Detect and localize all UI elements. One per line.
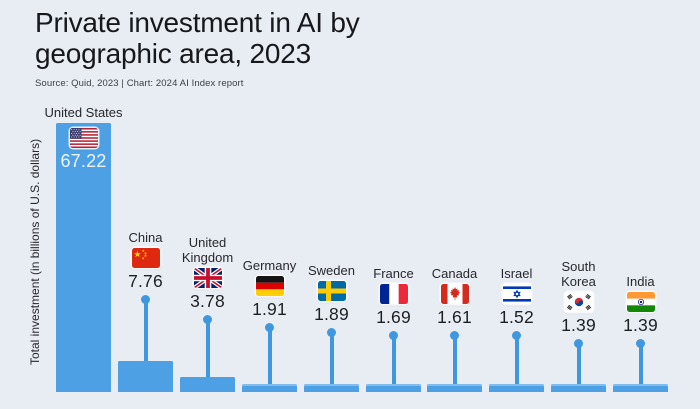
stem-canada: [450, 331, 459, 386]
column-annotation: China ★ ★ ★ ★ ★ 7.76: [102, 229, 190, 292]
canada-flag-icon: [440, 284, 469, 304]
column-annotation: United States: [34, 104, 134, 120]
value-canada: 1.61: [437, 307, 472, 327]
column-annotation: France 1.69: [350, 265, 438, 328]
china-flag-icon: ★ ★ ★ ★ ★: [131, 248, 160, 268]
chart-title-line2: geographic area, 2023: [35, 38, 312, 69]
us-flag-icon: [69, 128, 98, 148]
column-annotation: United Kingdom 3.78: [164, 236, 252, 312]
svg-text:★: ★: [141, 256, 144, 260]
svg-text:★: ★: [133, 250, 141, 260]
column-annotation: Canada 1.61: [411, 265, 499, 328]
stem-dot: [636, 339, 645, 348]
value-china: 7.76: [128, 271, 163, 291]
column-annotation: Israel 1.52: [473, 265, 561, 328]
label-france: France: [373, 265, 414, 281]
svg-text:★: ★: [143, 254, 146, 258]
stem-dot: [574, 339, 583, 348]
bar-sweden: [304, 384, 359, 392]
label-sweden: Sweden: [308, 262, 355, 278]
stem-dot: [450, 331, 459, 340]
label-china: China: [128, 229, 163, 245]
column-annotation: Sweden 1.89: [288, 262, 376, 325]
value-sweden: 1.89: [314, 304, 349, 324]
chart-header: Private investment in AI by geographic a…: [35, 7, 360, 89]
column-annotation: Germany 1.91: [226, 257, 314, 320]
bar-china: [118, 361, 173, 392]
label-uk: United Kingdom: [181, 235, 234, 265]
stem-dot: [141, 295, 150, 304]
label-germany: Germany: [242, 257, 297, 273]
chart-title: Private investment in AI by geographic a…: [35, 7, 360, 69]
germany-flag-icon: [255, 276, 284, 296]
chart-title-line1: Private investment in AI by: [35, 7, 360, 38]
sweden-flag-icon: [317, 281, 346, 301]
stem-dot: [512, 331, 521, 340]
stem-dot: [327, 328, 336, 337]
value-germany: 1.91: [252, 299, 287, 319]
stem-uk: [203, 315, 212, 379]
bar-israel: [489, 384, 544, 392]
stem-dot: [389, 331, 398, 340]
stem-dot: [265, 323, 274, 332]
column-annotation: India 1.39: [597, 273, 685, 336]
stem-china: [141, 295, 150, 363]
label-israel: Israel: [500, 265, 533, 281]
uk-flag-icon: [193, 268, 222, 288]
value-south-korea: 1.39: [561, 315, 596, 335]
label-south-korea: South Korea: [561, 259, 596, 289]
value-india: 1.39: [623, 315, 658, 335]
stem-israel: [512, 331, 521, 386]
bar-france: [366, 384, 421, 392]
india-flag-icon: [626, 292, 655, 312]
bar-canada: [427, 384, 482, 392]
bar-india: [613, 384, 668, 392]
chart-source-note: Source: Quid, 2023 | Chart: 2024 AI Inde…: [35, 78, 244, 89]
stem-india: [636, 339, 645, 386]
south-korea-flag-icon: [564, 292, 593, 312]
value-israel: 1.52: [499, 307, 534, 327]
value-uk: 3.78: [190, 291, 225, 311]
label-canada: Canada: [431, 265, 478, 281]
label-us: United States: [44, 104, 123, 120]
value-france: 1.69: [376, 307, 411, 327]
bar-us: 67.22: [56, 123, 111, 392]
bar-uk: [180, 377, 235, 392]
stem-germany: [265, 323, 274, 386]
column-annotation: South Korea 1.39: [535, 260, 623, 336]
bar-germany: [242, 384, 297, 392]
bar-south-korea: [551, 384, 606, 392]
svg-text:★: ★: [141, 249, 144, 253]
stem-france: [389, 331, 398, 386]
stem-dot: [203, 315, 212, 324]
israel-flag-icon: [502, 284, 531, 304]
label-india: India: [626, 273, 655, 289]
value-us: 67.22: [60, 151, 107, 171]
france-flag-icon: [379, 284, 408, 304]
stem-south-korea: [574, 339, 583, 386]
svg-text:★: ★: [143, 251, 146, 255]
stem-sweden: [327, 328, 336, 386]
